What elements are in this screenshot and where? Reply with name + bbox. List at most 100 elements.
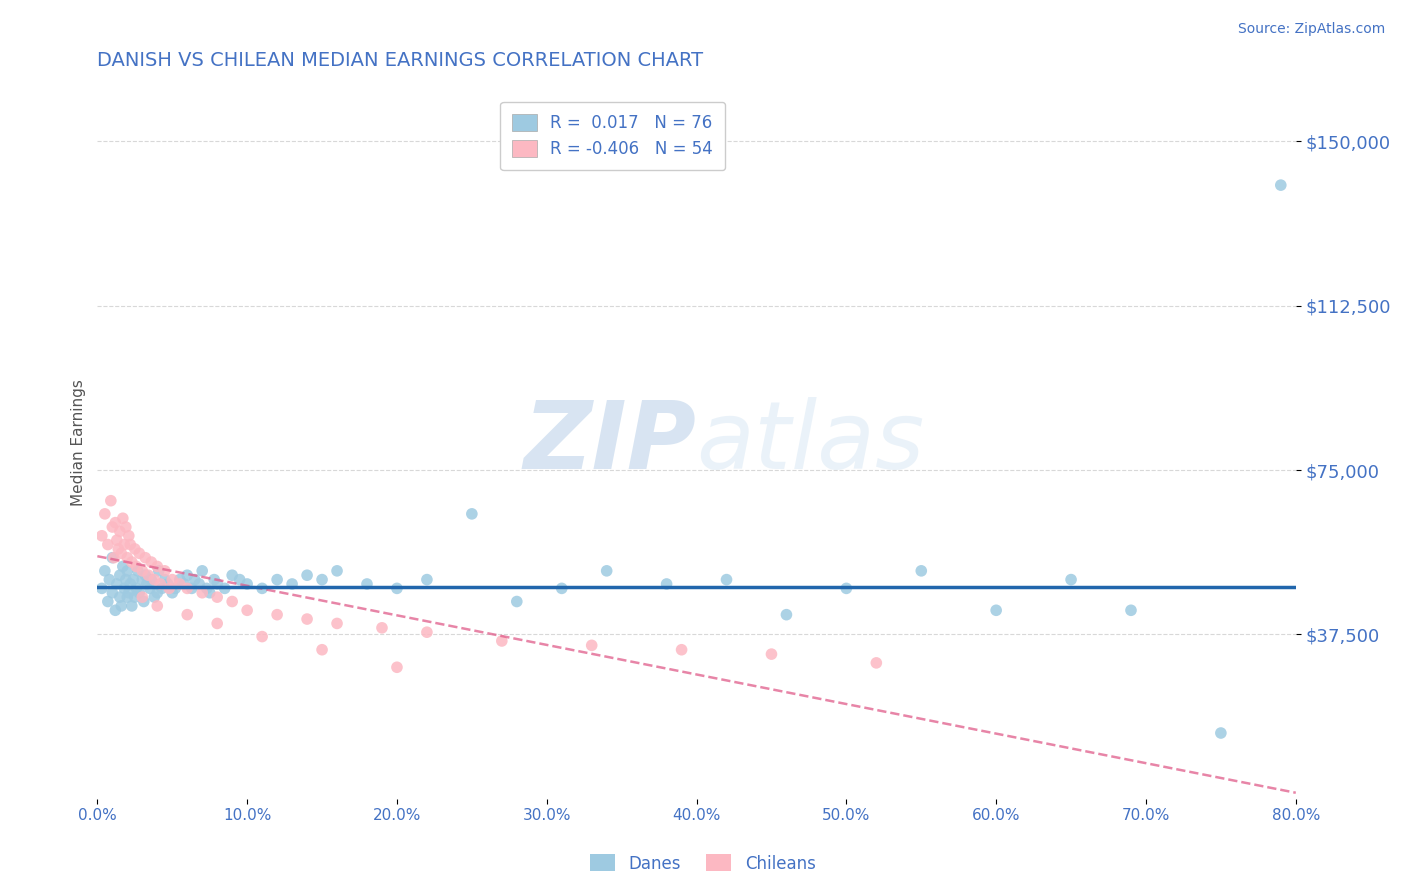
Point — [506, 594, 529, 608]
Point — [655, 577, 678, 591]
Point — [149, 577, 172, 591]
Point — [326, 564, 349, 578]
Point — [146, 559, 169, 574]
Point — [162, 586, 184, 600]
Point — [214, 582, 236, 596]
Point — [139, 582, 162, 596]
Point — [188, 577, 211, 591]
Point — [98, 573, 121, 587]
Point — [153, 564, 176, 578]
Text: atlas: atlas — [696, 397, 925, 488]
Point — [910, 564, 932, 578]
Point — [176, 568, 198, 582]
Point — [122, 573, 145, 587]
Point — [104, 603, 127, 617]
Point — [124, 590, 146, 604]
Point — [114, 573, 136, 587]
Point — [173, 577, 195, 591]
Point — [1060, 573, 1083, 587]
Point — [176, 607, 198, 622]
Point — [117, 550, 139, 565]
Point — [112, 537, 135, 551]
Point — [134, 568, 156, 582]
Point — [221, 594, 243, 608]
Point — [110, 599, 132, 613]
Legend: R =  0.017   N = 76, R = -0.406   N = 54: R = 0.017 N = 76, R = -0.406 N = 54 — [501, 102, 725, 170]
Point — [117, 590, 139, 604]
Point — [117, 564, 139, 578]
Point — [118, 529, 141, 543]
Point — [100, 493, 122, 508]
Text: DANISH VS CHILEAN MEDIAN EARNINGS CORRELATION CHART: DANISH VS CHILEAN MEDIAN EARNINGS CORREL… — [97, 51, 703, 70]
Point — [114, 520, 136, 534]
Text: ZIP: ZIP — [523, 397, 696, 489]
Point — [128, 546, 150, 560]
Point — [326, 616, 349, 631]
Point — [121, 555, 143, 569]
Point — [183, 573, 205, 587]
Point — [121, 599, 143, 613]
Point — [491, 634, 513, 648]
Point — [176, 582, 198, 596]
Point — [146, 586, 169, 600]
Point — [94, 507, 117, 521]
Point — [132, 594, 155, 608]
Point — [281, 577, 304, 591]
Point — [107, 541, 129, 556]
Point — [148, 564, 170, 578]
Point — [551, 582, 574, 596]
Point — [143, 573, 166, 587]
Point — [112, 582, 135, 596]
Point — [157, 582, 180, 596]
Point — [108, 568, 131, 582]
Point — [1119, 603, 1142, 617]
Point — [141, 573, 163, 587]
Point — [141, 555, 163, 569]
Point — [162, 573, 184, 587]
Point — [131, 564, 153, 578]
Point — [1270, 178, 1292, 193]
Point — [169, 573, 191, 587]
Point — [124, 541, 146, 556]
Point — [191, 564, 214, 578]
Point — [146, 599, 169, 613]
Point — [105, 533, 128, 548]
Point — [595, 564, 617, 578]
Point — [108, 590, 131, 604]
Point — [90, 582, 112, 596]
Point — [236, 577, 259, 591]
Point — [156, 577, 179, 591]
Point — [125, 559, 148, 574]
Point — [250, 582, 273, 596]
Point — [118, 586, 141, 600]
Point — [761, 647, 783, 661]
Point — [105, 577, 128, 591]
Point — [205, 590, 228, 604]
Legend: Danes, Chileans: Danes, Chileans — [583, 847, 823, 880]
Point — [195, 582, 218, 596]
Point — [205, 577, 228, 591]
Point — [153, 573, 176, 587]
Point — [356, 577, 378, 591]
Point — [295, 568, 318, 582]
Point — [986, 603, 1008, 617]
Point — [202, 573, 225, 587]
Point — [131, 590, 153, 604]
Point — [865, 656, 887, 670]
Point — [311, 573, 333, 587]
Point — [101, 550, 124, 565]
Point — [416, 573, 439, 587]
Point — [311, 642, 333, 657]
Point — [108, 524, 131, 539]
Point — [131, 573, 153, 587]
Point — [295, 612, 318, 626]
Point — [120, 537, 142, 551]
Point — [120, 577, 142, 591]
Point — [371, 621, 394, 635]
Point — [581, 638, 603, 652]
Point — [266, 573, 288, 587]
Point — [103, 550, 125, 565]
Point — [169, 577, 191, 591]
Point — [143, 590, 166, 604]
Point — [266, 607, 288, 622]
